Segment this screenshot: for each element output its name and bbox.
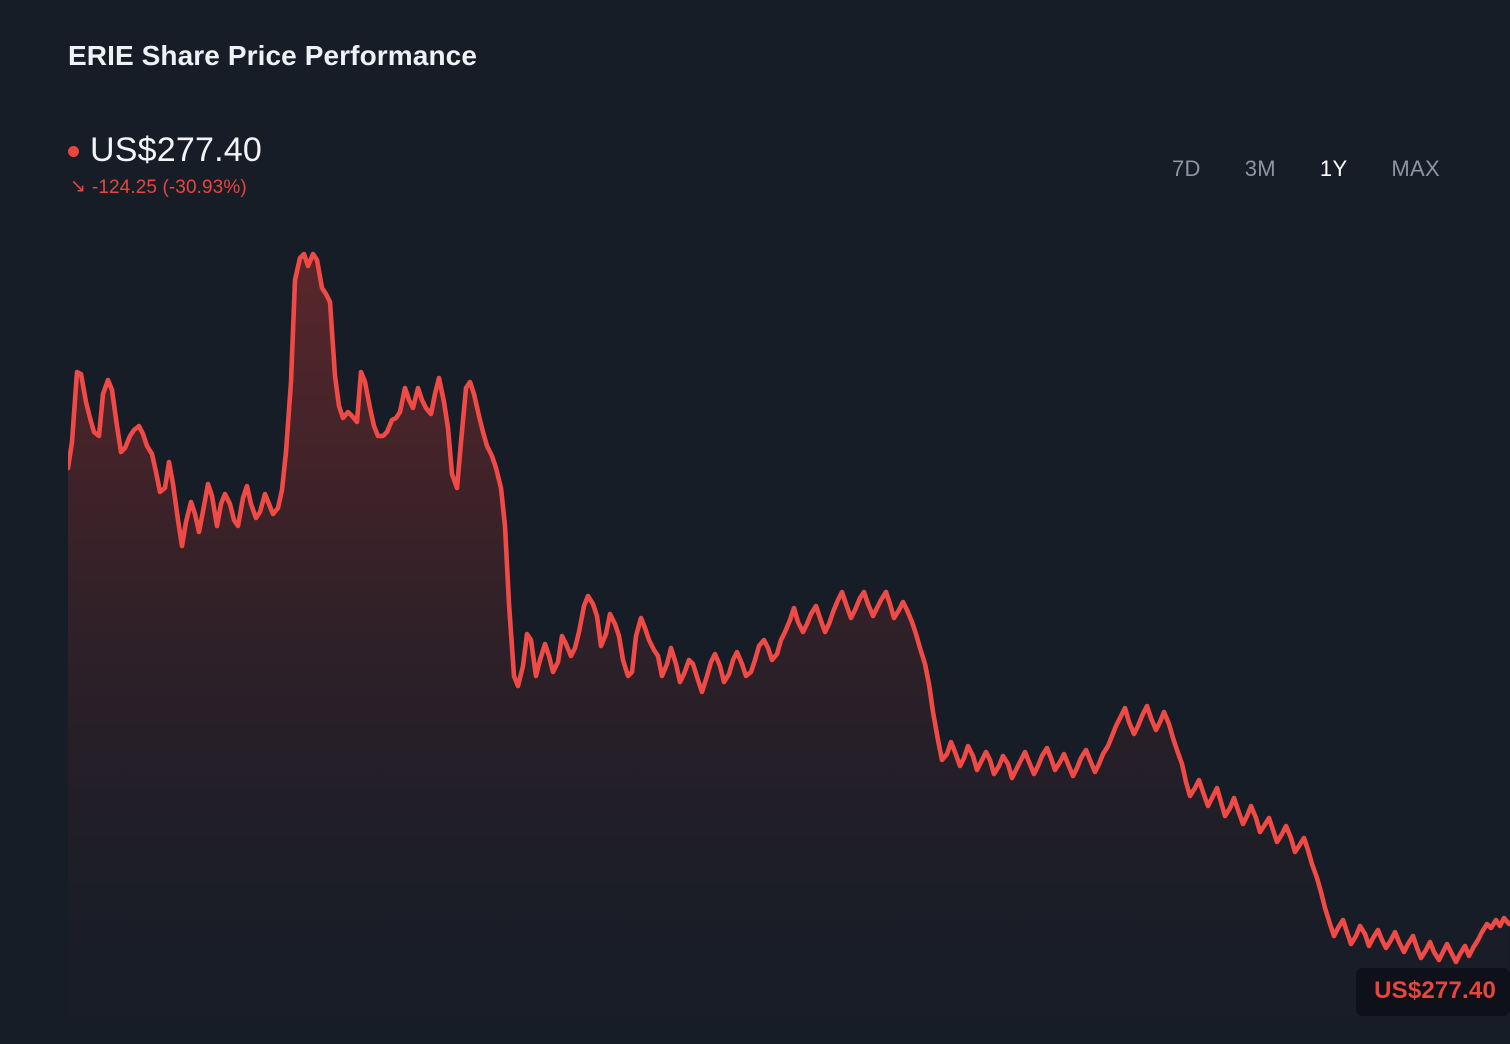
- current-price: US$277.40: [90, 131, 262, 169]
- range-button-1y[interactable]: 1Y: [1298, 152, 1370, 186]
- arrow-down-right-icon: ↘: [70, 176, 86, 197]
- last-price-tag: US$277.40: [1356, 968, 1510, 1016]
- price-change-value: -124.25 (-30.93%): [91, 177, 247, 198]
- price-chart[interactable]: US$277.40: [68, 236, 1510, 1044]
- range-selector: 7D 3M 1Y MAX: [1150, 152, 1462, 186]
- range-button-max[interactable]: MAX: [1369, 152, 1462, 186]
- chart-area-fill: [68, 254, 1509, 1044]
- range-button-3m[interactable]: 3M: [1223, 152, 1298, 186]
- price-change-row: ↘ -124.25 (-30.93%): [68, 176, 768, 198]
- range-button-7d[interactable]: 7D: [1150, 152, 1223, 186]
- price-chart-svg: [68, 251, 1510, 1044]
- current-price-row: US$277.40: [68, 128, 768, 172]
- chart-line: [68, 251, 1510, 965]
- price-dot-icon: [68, 145, 79, 157]
- page-title: ERIE Share Price Performance: [68, 40, 477, 71]
- quote-block: US$277.40 ↘ -124.25 (-30.93%): [68, 128, 768, 197]
